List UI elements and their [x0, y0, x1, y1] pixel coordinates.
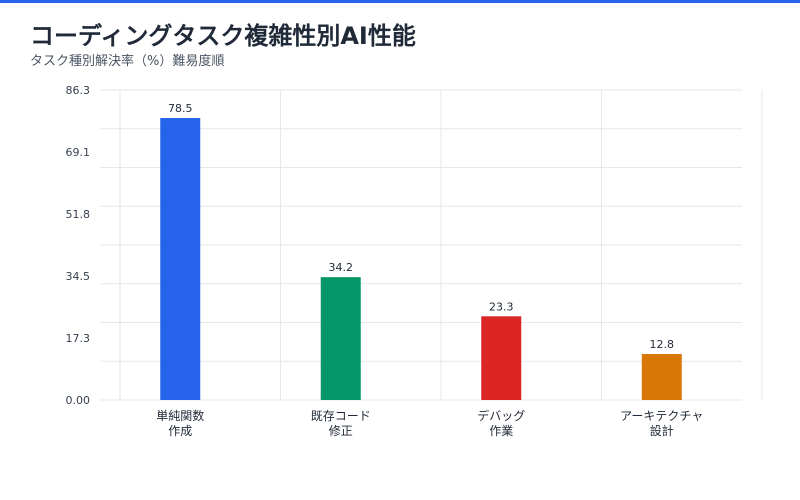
- chart-title: コーディングタスク複雑性別AI性能: [30, 22, 416, 50]
- y-tick-label: 17.3: [66, 332, 91, 345]
- chart-subtitle: タスク種別解決率（%）難易度順: [30, 54, 225, 69]
- bar-value-label: 23.3: [489, 300, 514, 313]
- x-category-label: 単純関数作成: [156, 408, 204, 438]
- bar: [641, 354, 682, 400]
- y-tick-label: 86.3: [66, 84, 91, 97]
- x-category-label: 既存コード修正: [311, 409, 371, 438]
- bar-value-label: 12.8: [650, 338, 675, 351]
- y-tick-label: 51.8: [66, 208, 91, 221]
- y-tick-label: 69.1: [66, 146, 91, 159]
- top-accent-bar: [0, 0, 800, 3]
- bar: [481, 316, 522, 400]
- y-tick-label: 0.00: [66, 394, 91, 407]
- x-category-label: デバッグ作業: [477, 408, 525, 438]
- y-tick-label: 34.5: [66, 270, 91, 283]
- bar-value-label: 34.2: [329, 261, 354, 274]
- bar-value-label: 78.5: [168, 102, 193, 115]
- bar: [320, 277, 361, 400]
- x-category-label: アーキテクチャ設計: [620, 409, 703, 438]
- bar: [160, 118, 201, 400]
